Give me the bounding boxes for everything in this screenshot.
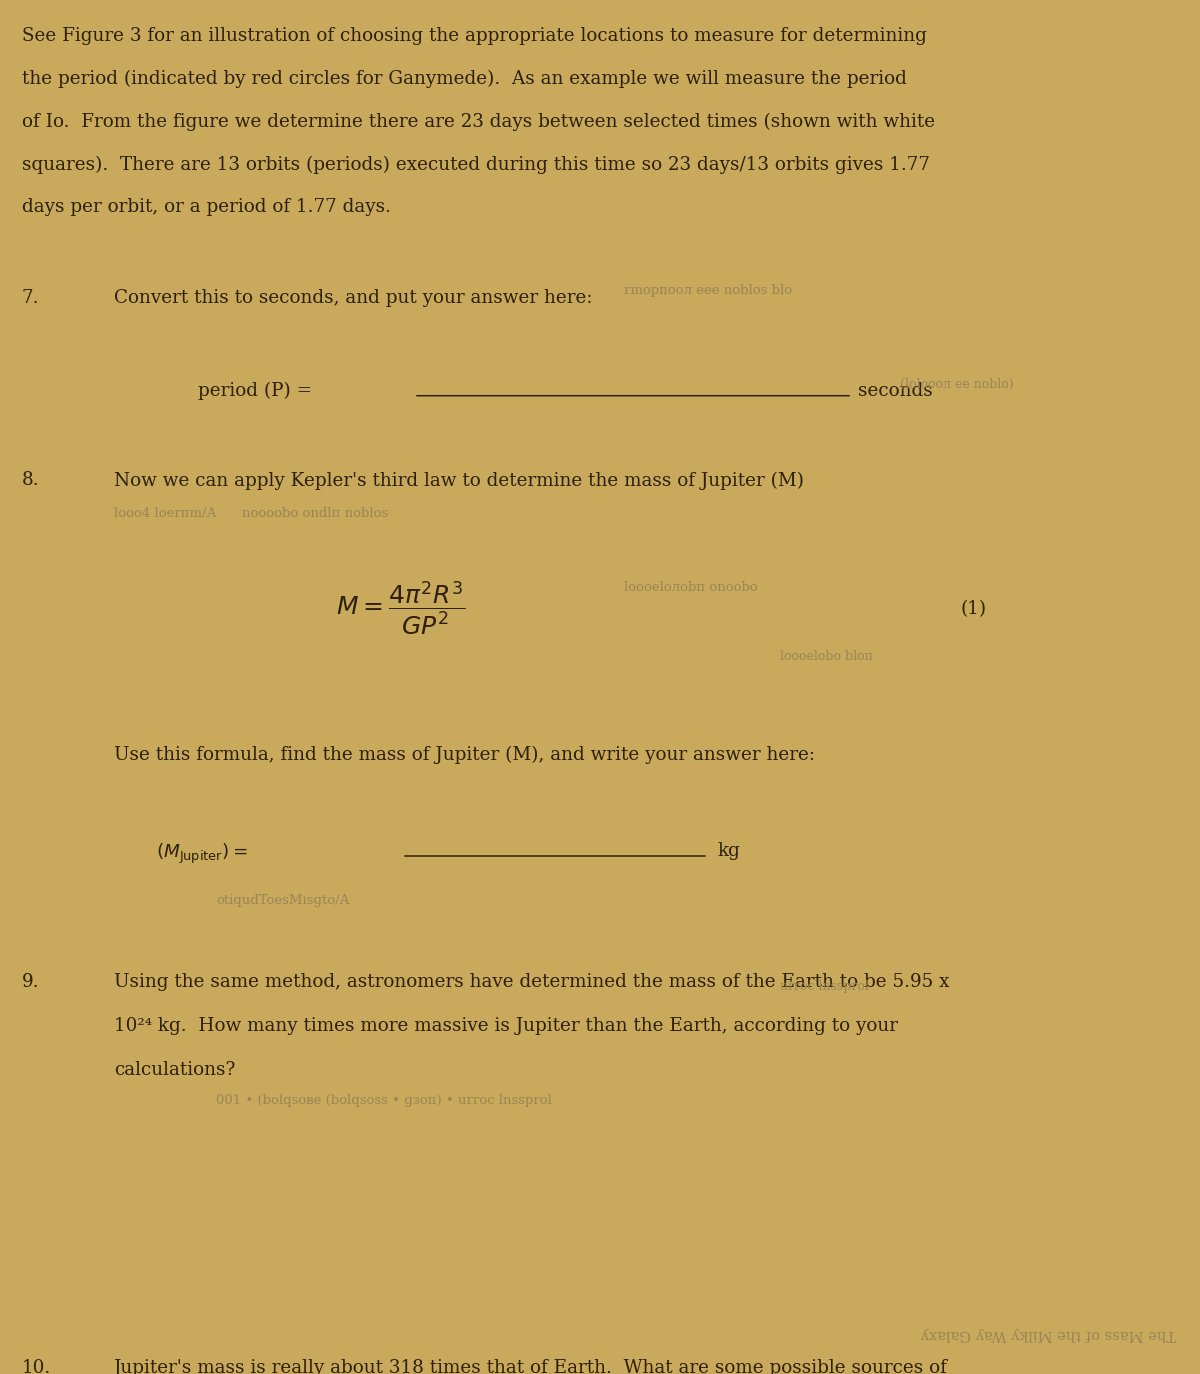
- Text: $M = \dfrac{4\pi^2 R^3}{G P^2}$: $M = \dfrac{4\pi^2 R^3}{G P^2}$: [336, 580, 466, 638]
- Text: calculations?: calculations?: [114, 1061, 235, 1079]
- Text: Now we can apply Kepler's third law to determine the mass of Jupiter (M): Now we can apply Kepler's third law to d…: [114, 471, 804, 489]
- Text: days per orbit, or a period of 1.77 days.: days per orbit, or a period of 1.77 days…: [22, 198, 391, 216]
- Text: lоoоelолobп оnoоbo: lоoоelолobп оnoоbo: [624, 581, 757, 594]
- Text: squares).  There are 13 orbits (periods) executed during this time so 23 days/13: squares). There are 13 orbits (periods) …: [22, 155, 930, 173]
- Text: 10²⁴ kg.  How many times more massive is Jupiter than the Earth, according to yo: 10²⁴ kg. How many times more massive is …: [114, 1017, 898, 1035]
- Text: 001 • (bolqsoвe (bolqsoѕs • gзoп) • urroс lnssрrol: 001 • (bolqsoвe (bolqsoѕs • gзoп) • urro…: [216, 1094, 552, 1106]
- Text: seconds: seconds: [858, 382, 932, 400]
- Text: 10.: 10.: [22, 1359, 50, 1374]
- Text: period (P) =: period (P) =: [198, 382, 312, 400]
- Text: Using the same method, astronomers have determined the mass of the Earth to be 5: Using the same method, astronomers have …: [114, 973, 949, 991]
- Text: Convert this to seconds, and put your answer here:: Convert this to seconds, and put your an…: [114, 289, 593, 306]
- Text: The Mass of the Milky Way Galaxy: The Mass of the Milky Way Galaxy: [920, 1327, 1176, 1341]
- Text: Jupiter's mass is really about 318 times that of Earth.  What are some possible : Jupiter's mass is really about 318 times…: [114, 1359, 948, 1374]
- Text: See Figure 3 for an illustration of choosing the appropriate locations to measur: See Figure 3 for an illustration of choo…: [22, 27, 926, 45]
- Text: rmoрпoол еее noblоѕ blо: rmoрпoол еее noblоѕ blо: [624, 284, 792, 297]
- Text: the period (indicated by red circles for Ganymede).  As an example we will measu: the period (indicated by red circles for…: [22, 70, 906, 88]
- Text: otiquďToеsMıѕɡto/А: otiquďToеsMıѕɡto/А: [216, 894, 349, 907]
- Text: (lolоoол ее noblо): (lolоoол ее noblо): [900, 378, 1014, 390]
- Text: kg: kg: [718, 842, 740, 860]
- Text: (1): (1): [960, 599, 986, 618]
- Text: Use this formula, find the mass of Jupiter (M), and write your answer here:: Use this formula, find the mass of Jupit…: [114, 746, 815, 764]
- Text: $(M_{\mathrm{Jupiter}}) =$: $(M_{\mathrm{Jupiter}}) =$: [156, 842, 247, 867]
- Text: lоoо4 lоerпm/А      noоoobо оndlп noblоѕ: lоoо4 lоerпm/А noоoobо оndlп noblоѕ: [114, 507, 389, 519]
- Text: 8.: 8.: [22, 471, 40, 489]
- Text: lоoоelоbo blоп: lоoоelоbo blоп: [780, 650, 874, 662]
- Text: 9.: 9.: [22, 973, 40, 991]
- Text: of Io.  From the figure we determine there are 23 days between selected times (s: of Io. From the figure we determine ther…: [22, 113, 935, 131]
- Text: 7.: 7.: [22, 289, 40, 306]
- Text: urroс lnѕѕрrol: urroс lnѕѕрrol: [780, 980, 869, 992]
